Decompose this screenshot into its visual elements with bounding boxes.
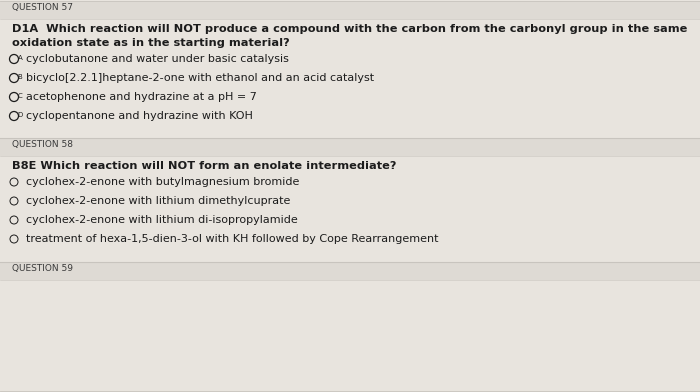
Text: cyclopentanone and hydrazine with KOH: cyclopentanone and hydrazine with KOH	[26, 111, 253, 121]
Bar	[0, 138, 700, 156]
Text: cyclohex-2-enone with lithium dimethylcuprate: cyclohex-2-enone with lithium dimethylcu…	[26, 196, 290, 206]
Text: QUESTION 57: QUESTION 57	[12, 3, 73, 12]
Text: B: B	[18, 74, 22, 80]
Text: C: C	[18, 93, 22, 98]
Text: A: A	[18, 54, 22, 60]
Text: cyclohex-2-enone with lithium di-isopropylamide: cyclohex-2-enone with lithium di-isoprop…	[26, 215, 298, 225]
Text: treatment of hexa-1,5-dien-3-ol with KH followed by Cope Rearrangement: treatment of hexa-1,5-dien-3-ol with KH …	[26, 234, 438, 244]
Text: cyclohex-2-enone with butylmagnesium bromide: cyclohex-2-enone with butylmagnesium bro…	[26, 177, 300, 187]
Text: B8E Which reaction will NOT form an enolate intermediate?: B8E Which reaction will NOT form an enol…	[12, 161, 396, 171]
Text: D1A  Which reaction will NOT produce a compound with the carbon from the carbony: D1A Which reaction will NOT produce a co…	[12, 24, 687, 34]
Text: bicyclo[2.2.1]heptane-2-one with ethanol and an acid catalyst: bicyclo[2.2.1]heptane-2-one with ethanol…	[26, 73, 374, 83]
Text: QUESTION 59: QUESTION 59	[12, 264, 73, 273]
Text: QUESTION 58: QUESTION 58	[12, 140, 73, 149]
Text: oxidation state as in the starting material?: oxidation state as in the starting mater…	[12, 38, 290, 48]
Bar	[0, 262, 700, 280]
Bar	[0, 1, 700, 19]
Text: cyclobutanone and water under basic catalysis: cyclobutanone and water under basic cata…	[26, 54, 289, 64]
Text: D: D	[18, 111, 22, 118]
Text: acetophenone and hydrazine at a pH = 7: acetophenone and hydrazine at a pH = 7	[26, 92, 257, 102]
